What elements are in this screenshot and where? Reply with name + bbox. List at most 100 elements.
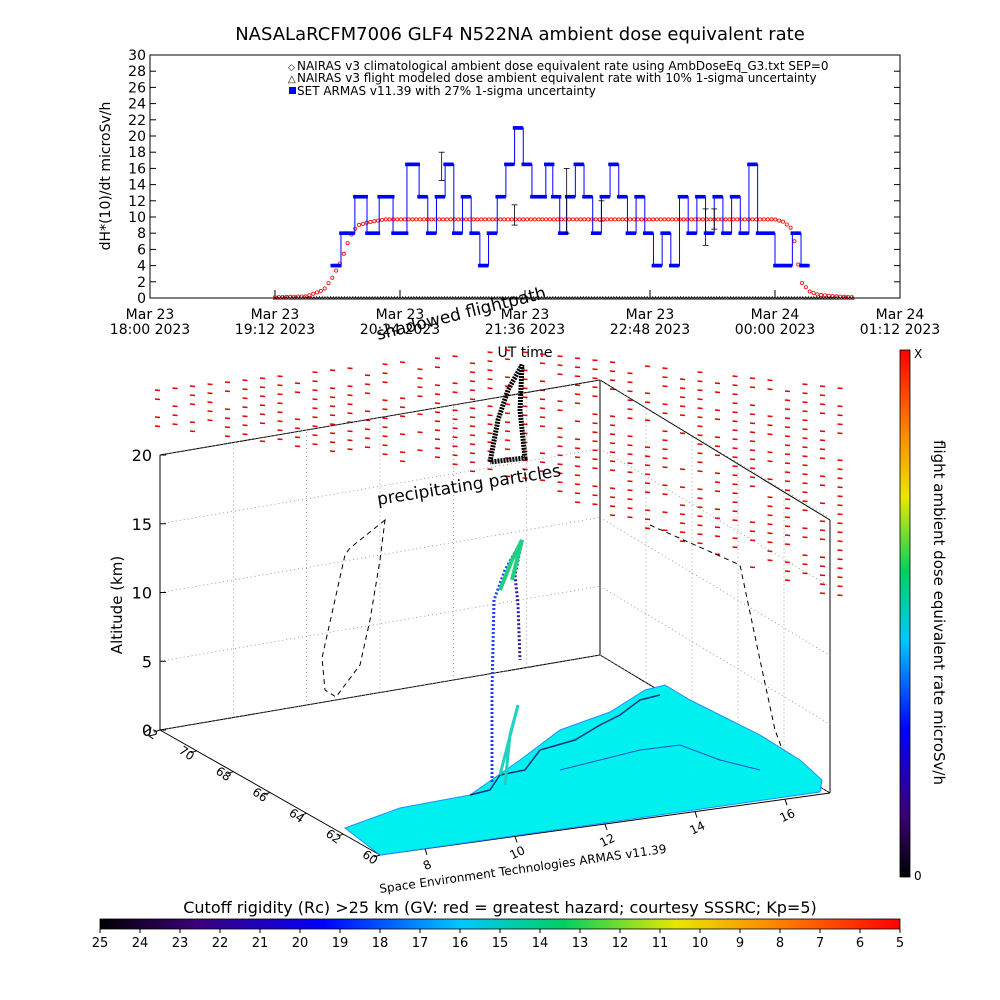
point-nairas-flight (592, 295, 597, 300)
particle-mark (767, 532, 773, 535)
particle-mark (469, 407, 476, 410)
colorbar-right-label: flight ambient dose equivalent rate micr… (930, 440, 948, 785)
particle-mark (837, 423, 843, 426)
legend-entry-nairas-clim: NAIRAS v3 climatological ambient dose eq… (297, 59, 829, 73)
point-nairas-flight (784, 295, 789, 300)
colorbar-tick-label: 22 (212, 936, 229, 951)
point-nairas-clim (609, 217, 614, 222)
point-nairas-flight (400, 295, 405, 300)
particle-mark (609, 361, 616, 364)
point-nairas-flight (650, 295, 655, 300)
point-nairas-flight (275, 295, 280, 300)
point-nairas-flight (792, 295, 797, 300)
particle-mark (224, 390, 231, 393)
point-nairas-clim (330, 275, 335, 280)
particle-mark (189, 421, 196, 424)
point-nairas-flight (536, 295, 541, 300)
lon-tick-label: 14 (687, 818, 707, 837)
point-nairas-flight (809, 295, 814, 300)
point-armas (797, 231, 801, 235)
point-armas (560, 231, 564, 235)
point-nairas-flight (317, 295, 322, 300)
point-nairas-clim (693, 217, 698, 222)
particle-mark (504, 421, 511, 424)
lat-tick-mark (263, 792, 271, 795)
point-nairas-clim (372, 219, 377, 224)
particle-mark (347, 439, 353, 442)
particle-mark (417, 431, 423, 434)
particle-mark (557, 445, 563, 448)
point-armas (499, 194, 504, 199)
lat-tick-label: 66 (250, 785, 271, 805)
point-armas (612, 162, 617, 167)
point-armas (753, 162, 758, 167)
particle-mark (312, 398, 318, 401)
particle-mark (802, 419, 808, 422)
point-nairas-clim (463, 217, 468, 222)
particle-mark (312, 443, 318, 446)
particle-mark (277, 402, 283, 405)
particle-mark (802, 509, 808, 512)
particle-mark (644, 455, 651, 458)
point-nairas-clim (666, 217, 671, 222)
particle-mark (539, 353, 546, 356)
y-tick-label: 24 (128, 97, 146, 113)
point-nairas-clim (307, 293, 312, 298)
point-armas (436, 194, 441, 199)
lat-tick-mark (300, 812, 307, 816)
colorbar-right-max: X (914, 347, 922, 361)
point-nairas-flight (353, 295, 358, 300)
particle-mark (802, 392, 808, 395)
particle-mark (697, 407, 703, 410)
particle-mark (329, 432, 336, 435)
point-nairas-clim (800, 280, 805, 285)
point-nairas-flight (764, 295, 769, 300)
point-armas (414, 162, 418, 167)
particle-mark (259, 395, 266, 398)
x-tick-day: Mar 23 (376, 307, 425, 323)
point-armas (480, 263, 484, 268)
point-nairas-clim (326, 281, 331, 286)
particle-mark (697, 461, 703, 464)
particle-mark (714, 535, 721, 538)
point-nairas-flight (706, 295, 711, 300)
point-nairas-clim (471, 217, 476, 222)
particle-mark (749, 566, 756, 569)
particle-mark (312, 407, 318, 410)
particle-mark (644, 392, 651, 395)
particle-mark (819, 520, 826, 523)
point-armas (688, 231, 693, 235)
particle-mark (434, 429, 441, 432)
point-nairas-flight (661, 295, 666, 300)
particle-mark (557, 463, 563, 466)
point-nairas-flight (428, 295, 433, 300)
particle-mark (732, 393, 738, 396)
particle-mark (574, 501, 581, 504)
point-nairas-flight (709, 295, 714, 300)
point-nairas-clim (414, 217, 419, 222)
particle-mark (242, 433, 248, 436)
point-nairas-flight (847, 295, 853, 300)
particle-mark (347, 430, 353, 433)
point-armas (443, 162, 447, 167)
lon-tick-mark (694, 811, 698, 818)
particle-mark (819, 583, 826, 586)
particle-mark (714, 481, 721, 484)
point-nairas-flight (603, 295, 608, 300)
point-nairas-clim (769, 217, 774, 222)
point-armas (395, 231, 400, 235)
point-nairas-flight (470, 295, 475, 300)
particle-mark (557, 427, 563, 430)
point-nairas-flight (378, 295, 383, 300)
point-nairas-flight (564, 295, 569, 300)
lat-tick-mark (153, 729, 161, 733)
particle-mark (504, 376, 511, 379)
point-nairas-clim (586, 217, 591, 222)
point-nairas-flight (714, 295, 719, 300)
particle-mark (382, 408, 388, 411)
point-nairas-flight (695, 295, 700, 300)
particle-mark (679, 522, 686, 525)
particle-mark (434, 393, 441, 396)
particle-mark (644, 527, 651, 530)
point-armas (330, 263, 335, 268)
